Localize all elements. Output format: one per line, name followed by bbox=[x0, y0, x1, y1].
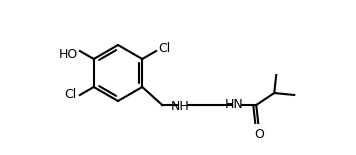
Text: NH: NH bbox=[171, 100, 190, 113]
Text: Cl: Cl bbox=[65, 89, 77, 102]
Text: O: O bbox=[254, 128, 264, 141]
Text: HO: HO bbox=[59, 49, 78, 62]
Text: HN: HN bbox=[225, 98, 244, 111]
Text: Cl: Cl bbox=[158, 42, 171, 55]
